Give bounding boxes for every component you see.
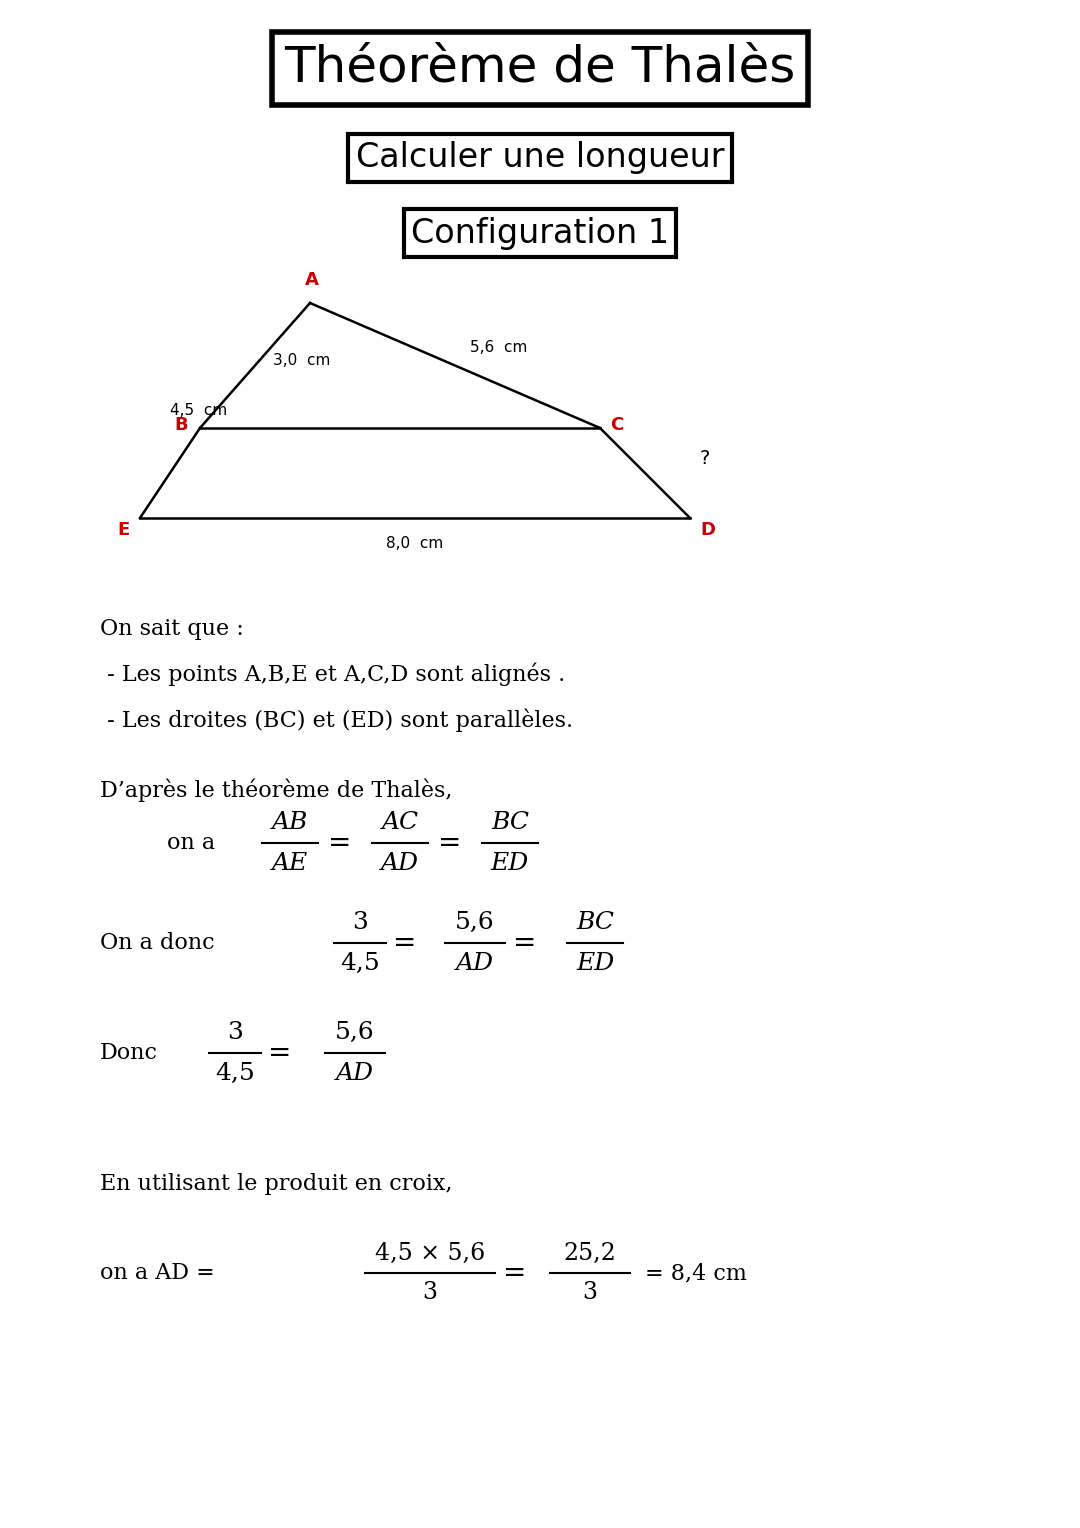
- Text: - Les droites (BC) et (ED) sont parallèles.: - Les droites (BC) et (ED) sont parallèl…: [100, 707, 573, 732]
- Text: 4,5 × 5,6: 4,5 × 5,6: [375, 1242, 485, 1265]
- Text: 3: 3: [422, 1282, 437, 1305]
- Text: ED: ED: [491, 853, 529, 876]
- Text: - Les points A,B,E et A,C,D sont alignés .: - Les points A,B,E et A,C,D sont alignés…: [100, 663, 565, 686]
- Text: 5,6: 5,6: [335, 1021, 375, 1044]
- Text: on a AD =: on a AD =: [100, 1262, 215, 1284]
- Text: Calculer une longueur: Calculer une longueur: [355, 142, 725, 174]
- Text: En utilisant le produit en croix,: En utilisant le produit en croix,: [100, 1174, 453, 1195]
- Text: AD: AD: [336, 1062, 374, 1085]
- Text: 3,0  cm: 3,0 cm: [273, 353, 330, 368]
- Text: =: =: [513, 929, 537, 957]
- Text: On a donc: On a donc: [100, 932, 215, 953]
- Text: AD: AD: [381, 853, 419, 876]
- Text: C: C: [610, 416, 623, 434]
- Text: 4,5: 4,5: [215, 1062, 255, 1085]
- Text: AE: AE: [272, 853, 308, 876]
- Text: ED: ED: [576, 952, 615, 975]
- Text: =: =: [393, 929, 417, 957]
- Text: =: =: [268, 1039, 292, 1067]
- Text: E: E: [118, 521, 130, 539]
- Text: AB: AB: [272, 811, 308, 834]
- Text: 25,2: 25,2: [564, 1242, 617, 1265]
- Text: on a: on a: [167, 833, 215, 854]
- Text: ?: ?: [700, 449, 711, 468]
- Text: D: D: [700, 521, 715, 539]
- Text: 3: 3: [227, 1021, 243, 1044]
- Text: 3: 3: [352, 911, 368, 934]
- Text: A: A: [305, 270, 319, 289]
- Text: 4,5: 4,5: [340, 952, 380, 975]
- Text: AD: AD: [456, 952, 494, 975]
- Text: Configuration 1: Configuration 1: [410, 217, 670, 249]
- Text: 8,0  cm: 8,0 cm: [387, 536, 444, 552]
- Text: AC: AC: [381, 811, 419, 834]
- Text: On sait que :: On sait que :: [100, 617, 244, 640]
- Text: 5,6  cm: 5,6 cm: [470, 341, 527, 356]
- Text: BC: BC: [576, 911, 615, 934]
- Text: B: B: [174, 416, 188, 434]
- Text: =: =: [328, 830, 352, 857]
- Text: 4,5  cm: 4,5 cm: [170, 403, 227, 419]
- Text: BC: BC: [491, 811, 529, 834]
- Text: = 8,4 cm: = 8,4 cm: [645, 1262, 747, 1284]
- Text: D’après le théorème de Thalès,: D’après le théorème de Thalès,: [100, 778, 453, 802]
- Text: Théorème de Thalès: Théorème de Thalès: [284, 44, 796, 92]
- Text: =: =: [503, 1259, 527, 1287]
- Text: =: =: [438, 830, 461, 857]
- Text: Donc: Donc: [100, 1042, 158, 1063]
- Text: 5,6: 5,6: [455, 911, 495, 934]
- Text: 3: 3: [582, 1282, 597, 1305]
